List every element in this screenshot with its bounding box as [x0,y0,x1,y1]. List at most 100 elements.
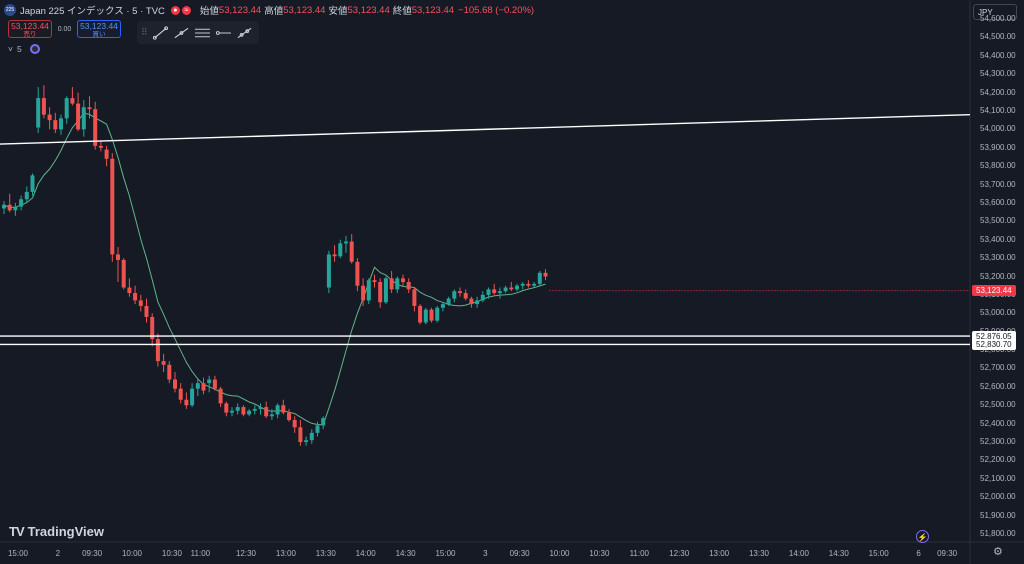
current-price-tag: 53,123.44 [972,285,1016,297]
candle-body [435,307,440,321]
time-tick-label: 15:00 [435,549,456,558]
buy-label: 買い [92,31,106,38]
price-tick-label: 53,200.00 [980,271,1016,281]
high-value: 53,123.44 [283,4,326,16]
price-tick-label: 52,500.00 [980,400,1016,410]
moving-average-line [3,112,546,426]
time-tick-label: 14:30 [395,549,416,558]
price-tick-label: 53,700.00 [980,179,1016,189]
candle-body [127,287,132,294]
candle-body [355,261,360,286]
indicator-row: ˅ 5 [8,44,40,54]
candle-body [207,379,212,384]
price-tick-label: 54,000.00 [980,124,1016,134]
candle-body [349,241,354,262]
open-label: 始値 [199,6,219,17]
symbol-title[interactable]: Japan 225 インデックス · 5 · TVC [20,6,165,17]
candle-body [378,282,383,303]
candle-body [190,388,195,406]
horizontal-ray-icon[interactable] [215,26,232,40]
approx-flag-icon[interactable]: ≈ [181,5,191,15]
price-tick-label: 54,100.00 [980,105,1016,115]
ray-icon[interactable] [173,26,190,40]
candle-body [292,419,297,428]
candle-body [264,407,269,417]
price-tick-label: 53,900.00 [980,142,1016,152]
low-value: 53,123.44 [347,4,390,16]
candle-body [458,291,462,294]
candle-body [497,291,502,294]
candle-body [144,305,149,317]
candle-body [275,405,280,415]
trend-line-icon[interactable] [152,25,169,40]
indicator-ring-icon[interactable] [29,44,40,54]
time-tick-label: 11:00 [629,549,650,558]
candle-body [361,285,366,301]
candle-body [503,287,508,292]
buy-button[interactable]: 53,123.44 買い [77,20,121,38]
candle-body [110,158,115,255]
candle-body [401,278,405,283]
candle-body [150,316,155,340]
price-tick-label: 51,900.00 [980,510,1016,520]
candle-body [178,388,183,400]
indicator-count[interactable]: 5 [16,44,22,54]
high-label: 高値 [264,6,284,17]
close-value: 53,123.44 [411,4,455,16]
candle-body [2,204,6,209]
candle-body [201,383,206,391]
candle-body [326,254,331,288]
candle-body [480,294,485,301]
candle-body [230,410,234,413]
candle-body [7,204,12,211]
gear-icon[interactable]: ⚙ [993,546,1003,558]
candle-body [526,283,531,286]
candle-body [224,403,229,413]
time-tick-label: 14:30 [828,549,849,558]
candle-body [281,405,286,413]
buy-price: 53,123.44 [80,21,118,31]
open-value: 53,123.44 [218,4,262,16]
time-tick-label: 13:30 [315,549,336,558]
candle-body [372,280,377,283]
extended-line-icon[interactable] [236,26,253,40]
candle-body [469,298,474,305]
candle-body [423,309,428,323]
candle-body [406,282,411,290]
candle-body [70,98,75,104]
sell-label: 売り [23,31,37,38]
candle-body [93,109,98,146]
drag-handle-icon[interactable]: ⠿ [141,27,148,37]
currency-button[interactable]: JPY [973,4,1017,20]
tradingview-logo[interactable]: TV TradingView [9,524,104,539]
candle-body [59,118,63,130]
sell-button[interactable]: 53,123.44 売り [8,20,52,38]
price-tick-label: 54,500.00 [980,32,1016,42]
candle-body [121,259,126,288]
spread-value: 0.00 [57,25,72,33]
candle-body [19,199,24,207]
candle-body [304,440,309,443]
candle-body [475,300,480,305]
candle-body [252,408,257,411]
candle-body [309,432,314,441]
candle-body [235,407,240,411]
time-tick-label: 15:00 [7,549,29,558]
alert-flag-icon[interactable]: ● [170,5,180,15]
parallel-channel-icon[interactable] [194,26,211,40]
candle-body [315,425,320,433]
time-tick-label: 10:30 [161,549,182,558]
go-to-realtime-icon[interactable]: ⚡ [916,530,929,543]
symbol-header: 225 Japan 225 インデックス · 5 · TVC ● ≈ 始値 53,… [4,3,534,17]
time-tick-label: 09:30 [937,549,958,558]
candle-body [104,149,109,159]
candle-body [515,285,519,290]
candle-body [195,383,200,389]
chevron-down-icon[interactable]: ˅ [8,44,13,54]
candle-body [116,254,120,260]
candle-body [87,107,92,110]
time-tick-label: 10:00 [549,549,570,558]
time-tick-label: 15:00 [868,549,889,558]
candle-body [298,427,303,443]
